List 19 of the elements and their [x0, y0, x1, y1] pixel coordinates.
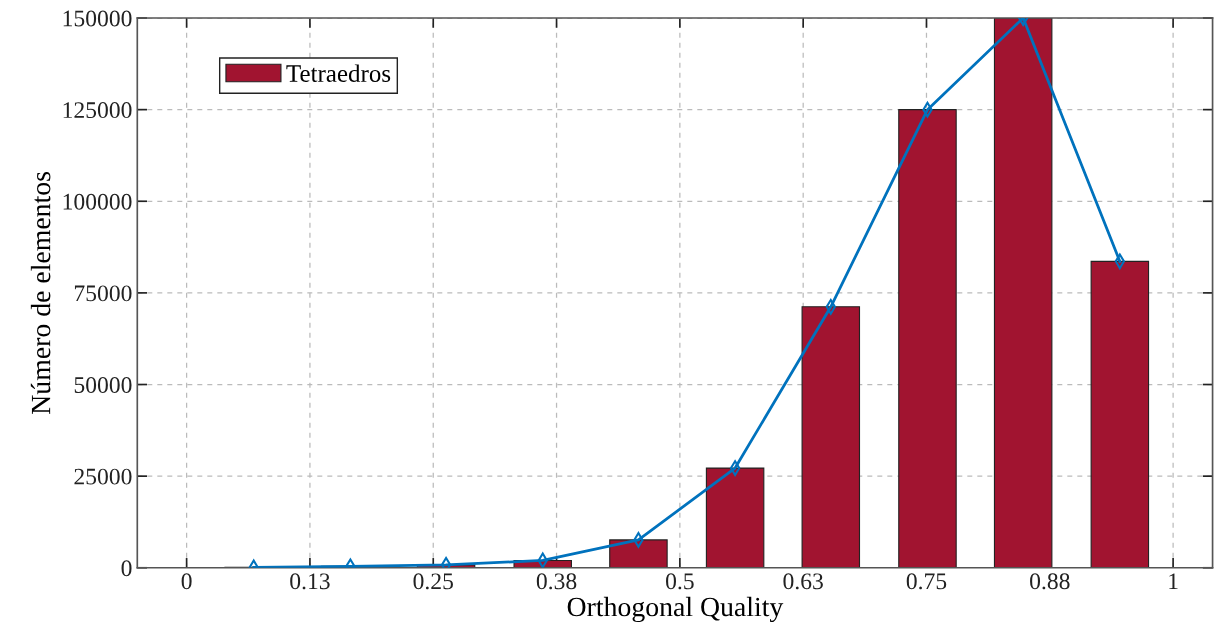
x-tick-label: 0.13 — [290, 573, 330, 590]
x-tick-label: 0.88 — [1030, 573, 1070, 590]
y-tick-label: 50000 — [74, 377, 132, 393]
y-tick-label: 75000 — [74, 285, 132, 302]
x-axis-title: Orthogonal Quality — [567, 596, 784, 623]
x-tick-label: 0.5 — [666, 573, 694, 590]
x-tick-label: 1 — [1169, 573, 1178, 590]
y-tick-label: 100000 — [63, 193, 132, 210]
x-tick-label: 0.75 — [906, 573, 947, 590]
x-tick-label: 0.25 — [413, 573, 453, 590]
x-tick-label: 0.63 — [783, 573, 823, 590]
y-tick-label: 0 — [121, 560, 132, 577]
x-tick-label: 0.38 — [536, 573, 577, 590]
y-tick-label: 125000 — [63, 102, 132, 119]
y-tick-label: 25000 — [74, 468, 132, 485]
y-tick-label: 150000 — [63, 10, 132, 27]
y-axis-title: Número de elementos — [30, 172, 51, 414]
x-tick-label: 0 — [181, 573, 192, 590]
legend-label: Tetraedros — [286, 64, 391, 82]
